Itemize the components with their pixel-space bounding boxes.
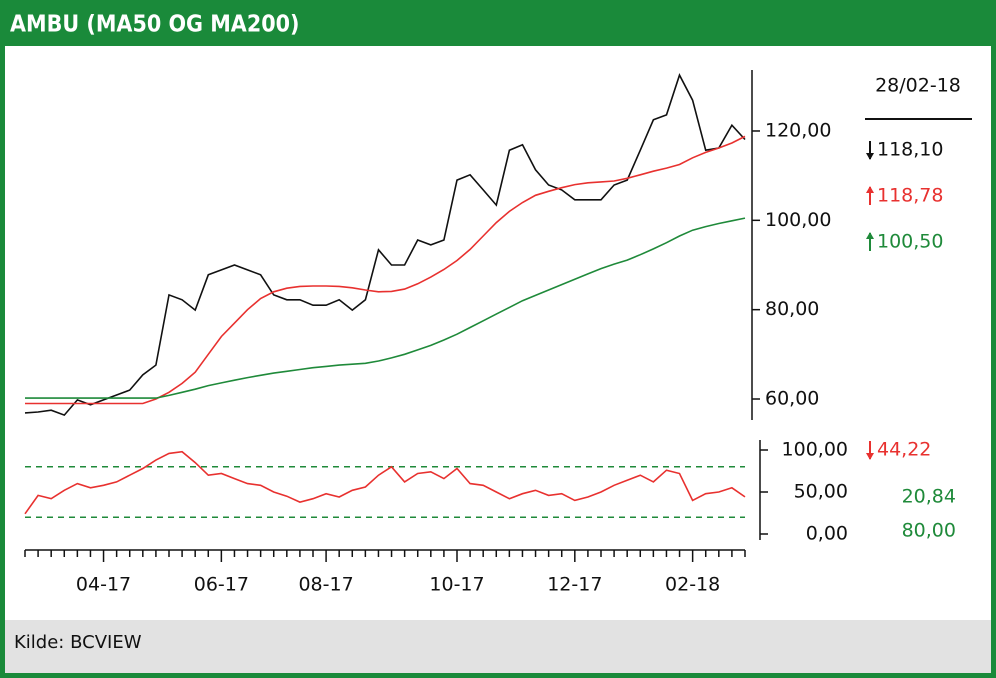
footer [5, 620, 991, 673]
x-tick-label: 08-17 [298, 574, 353, 596]
y-tick-label: 60,00 [765, 388, 819, 410]
x-tick-label: 06-17 [194, 574, 249, 596]
series-line [24, 450, 746, 515]
chart-title: AMBU (MA50 OG MA200) [10, 12, 299, 38]
last-value: 100,50 [877, 231, 943, 253]
y-tick-label: 120,00 [765, 119, 831, 141]
source: Kilde: BCVIEW [14, 632, 142, 653]
series-line [25, 135, 746, 405]
y-tick-label: 50,00 [794, 481, 848, 503]
series-line [25, 217, 746, 399]
y-tick-label: 100,00 [765, 209, 831, 231]
title-bar [0, 0, 996, 46]
x-tick-label: 10-17 [429, 574, 484, 596]
level-label: 80,00 [902, 520, 956, 542]
series-line [24, 73, 746, 417]
x-tick-label: 04-17 [76, 574, 131, 596]
x-tick-label: 02-18 [665, 574, 720, 596]
last-value: 118,78 [877, 185, 943, 207]
last-value: 44,22 [877, 439, 931, 461]
y-tick-label: 80,00 [765, 298, 819, 320]
last-value: 118,10 [877, 139, 943, 161]
y-tick-label: 0,00 [806, 523, 848, 545]
y-tick-label: 100,00 [782, 439, 848, 461]
arrow [866, 153, 874, 160]
x-tick-label: 12-17 [547, 574, 602, 596]
arrow [866, 186, 874, 193]
date-label: 28/02-18 [875, 75, 961, 97]
arrow [866, 232, 874, 239]
arrow [866, 453, 874, 460]
level-label: 20,84 [902, 486, 956, 508]
